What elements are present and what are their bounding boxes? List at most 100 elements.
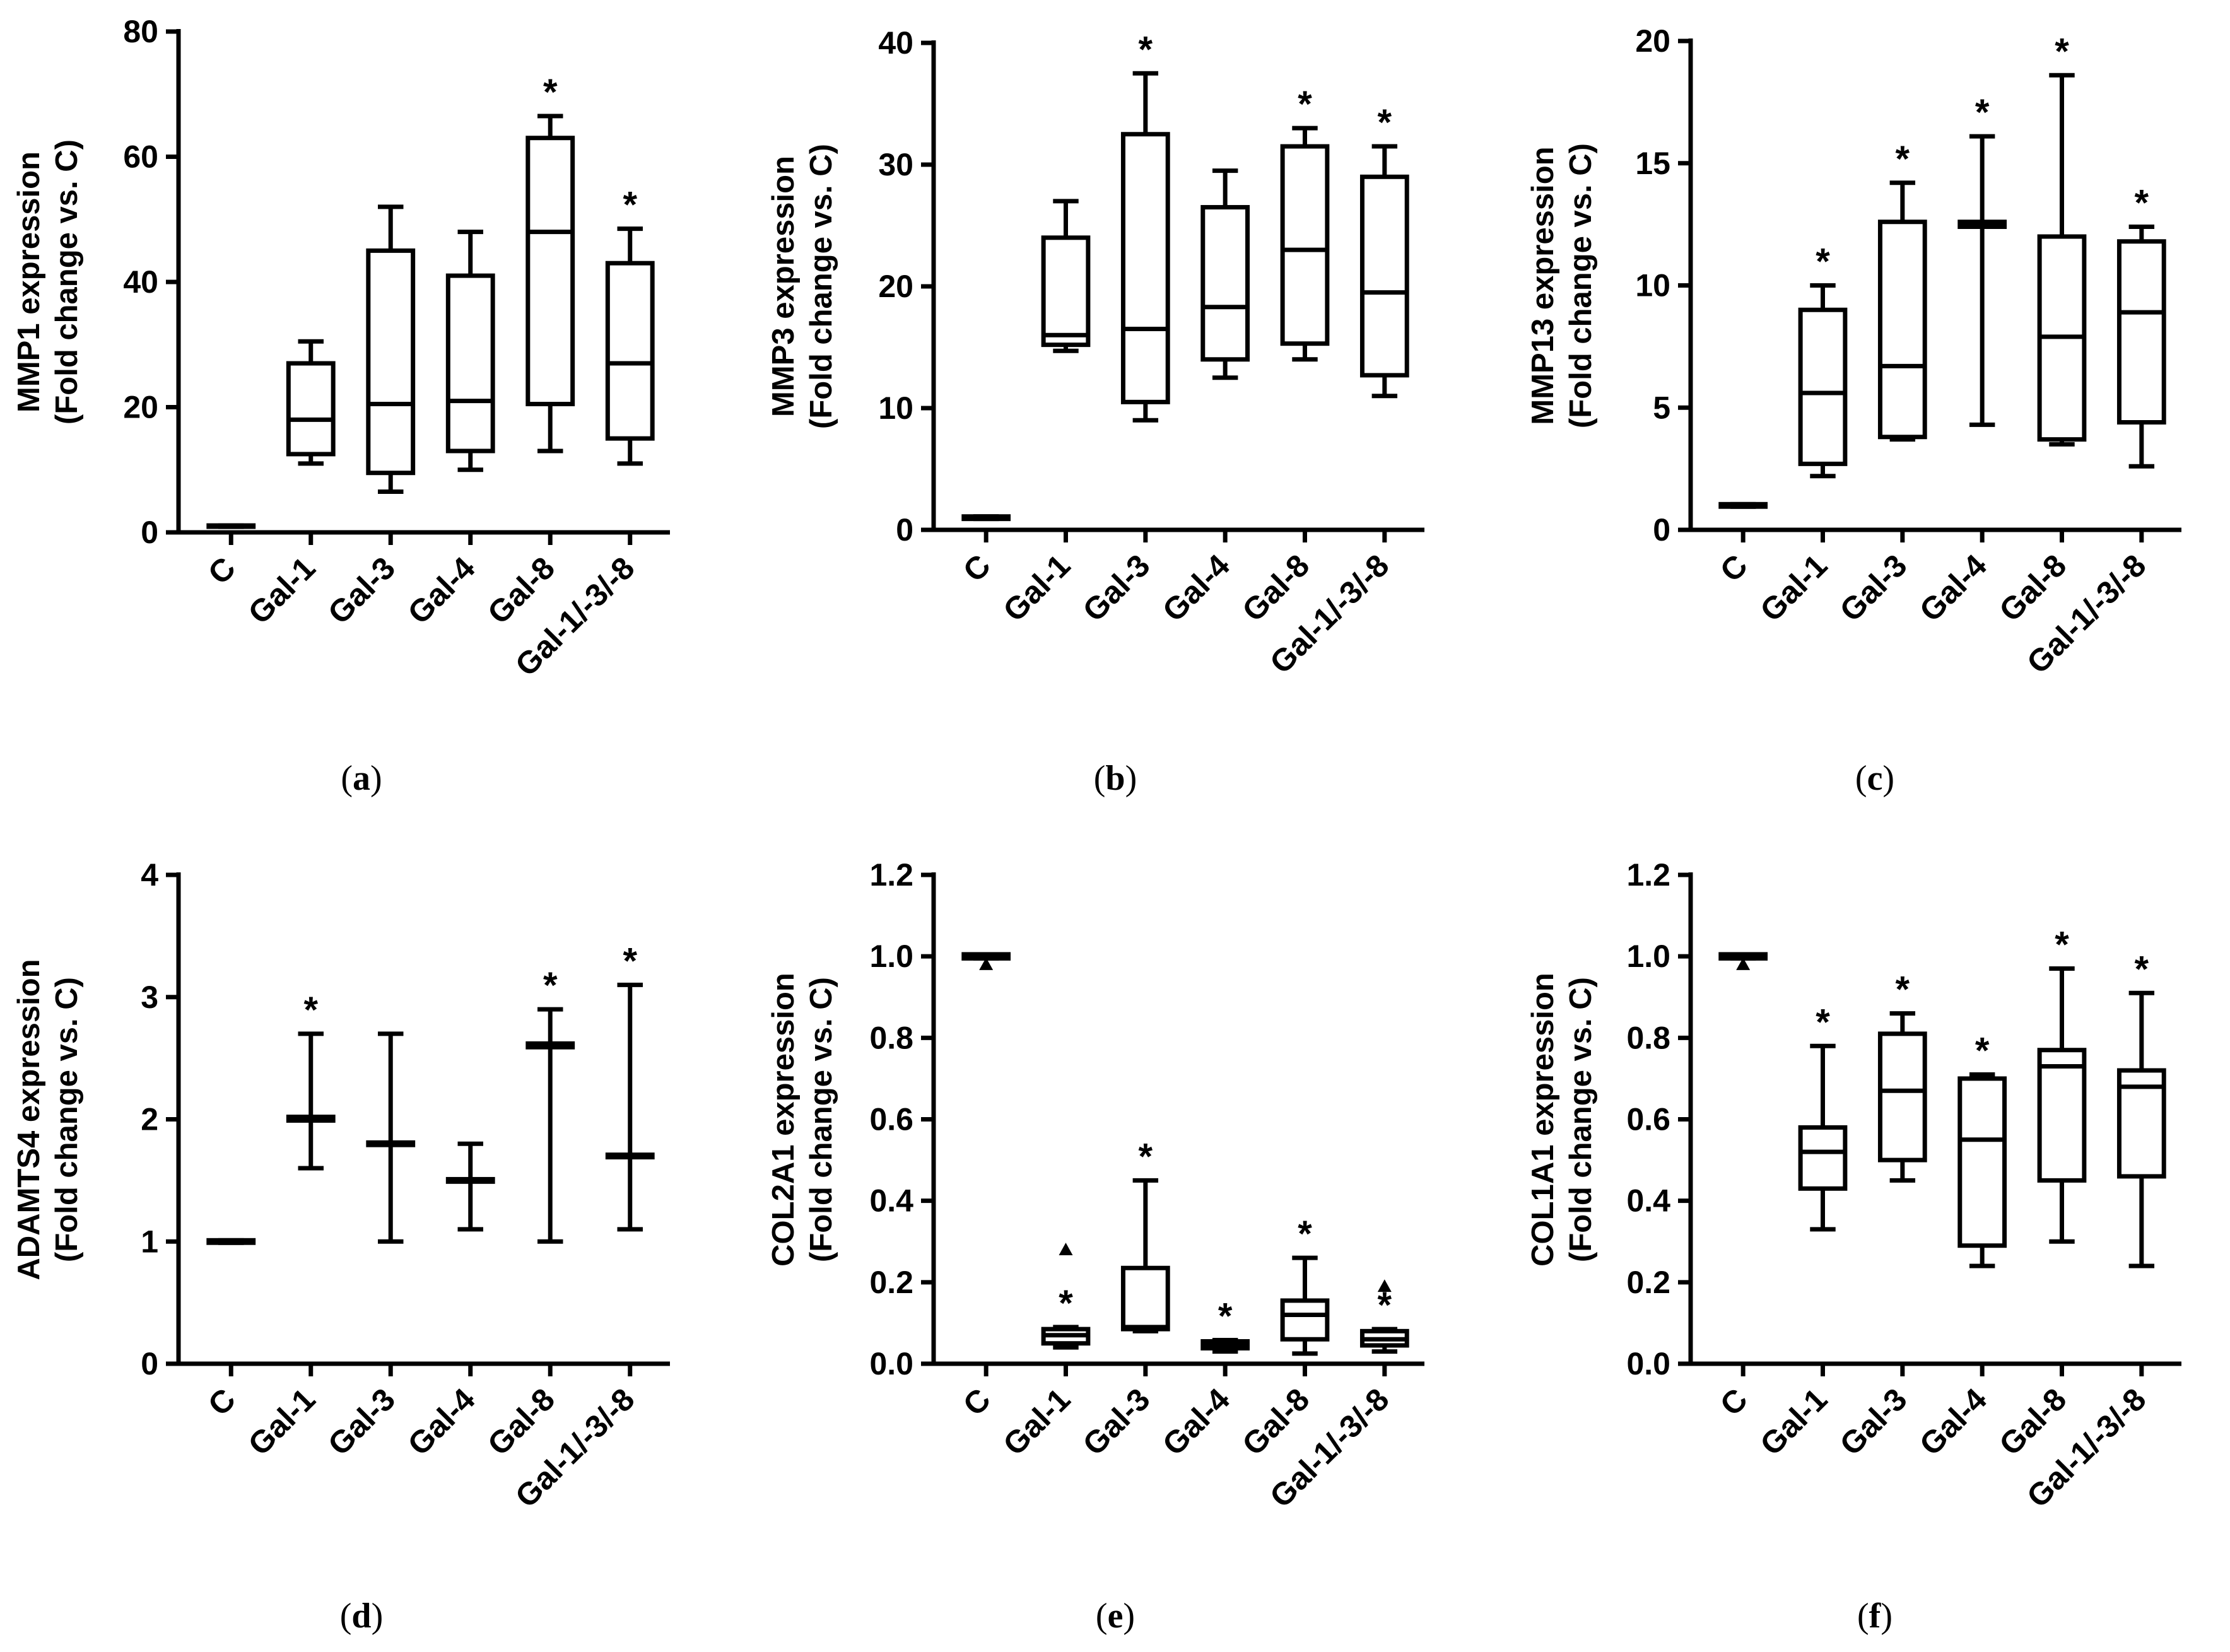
y-tick-label: 40 [878,25,913,61]
box-iqr [1798,1125,1848,1191]
x-tick-label: Gal-4 [1913,548,1993,628]
y-tick-label: 1.0 [1626,939,1670,974]
box-iqr [1120,132,1170,404]
panel-e: COL2A1 expression (Fold change vs. C) 0.… [766,857,1424,1636]
plot-area: 05101520C*Gal-1*Gal-3*Gal-4*Gal-8*Gal-1/… [1635,23,2181,681]
plot-area: 0.0 0.2 0.4 0.6 0.8 1.0 1.2 C * Gal-1 * Gal-3 * Gal-4… [869,857,1424,1514]
panel-letter-text: a [353,759,370,798]
box-iqr [1957,1076,2007,1248]
x-tick-label: Gal-1 [241,1381,322,1462]
panel-label: (f) [1857,1596,1893,1636]
x-tick-label: Gal-4 [1913,1381,1993,1462]
box-iqr [1280,144,1330,346]
box-c: C [201,523,256,591]
significance-star: * [1139,29,1153,70]
panel-label: (a) [341,759,382,798]
panel-label: (c) [1855,759,1894,798]
y-tick-label: 1 [141,1224,158,1259]
y-tick-label: 0.6 [869,1102,913,1137]
y-tick-label: 4 [141,857,158,893]
significance-star: * [2055,925,2069,966]
x-tick-label: C [956,548,997,589]
significance-star: * [1896,139,1910,180]
significance-star: * [1816,242,1830,283]
plot-area: 010203040CGal-1*Gal-3Gal-4*Gal-8*Gal-1/-… [878,25,1424,681]
box-iqr [286,361,336,457]
box-c: C [201,1238,256,1422]
y-tick-label: 1.0 [869,939,913,974]
y-tick-label: 1.2 [869,857,913,893]
panel-b: MMP3 expression (Fold change vs. C) 0 10 2… [766,25,1424,798]
plot-area: 020406080CGal-1Gal-3Gal-4*Gal-8*Gal-1/-3… [123,14,670,683]
y-tick-label: 0.2 [869,1265,913,1300]
y-tick-label: 10 [878,390,913,426]
significance-star: * [623,940,637,981]
box-c: C [1713,501,1768,589]
x-tick-label: Gal-3 [1076,1381,1157,1462]
outlier-marker [1059,1243,1073,1255]
y-tick-label: 0.4 [869,1183,913,1219]
box-c: C [1713,952,1768,1422]
y-tick-label: 0.0 [869,1346,913,1381]
y-tick-label: 0.8 [1626,1020,1670,1055]
y-tick-label: 0 [896,512,913,548]
box-iqr [1041,235,1091,348]
box-c: C [956,952,1011,1422]
x-tick-label: C [201,550,242,591]
x-tick-label: Gal-1 [996,1381,1077,1462]
y-tick-label: 5 [1653,390,1670,425]
plot-area: 0.0 0.2 0.4 0.6 0.8 1.0 1.2 C * Gal-1 * Gal-3 * Gal-4… [1626,857,2181,1514]
box-gal-1: * Gal-1 [241,990,336,1462]
panel-label: (d) [340,1596,383,1636]
significance-star: * [1896,970,1910,1011]
outlier-marker [1736,958,1751,970]
box-iqr [1877,220,1927,440]
box-iqr [1877,1031,1927,1163]
panel-d: ADAMTS4 expression (Fold change vs. C) 0… [12,857,670,1636]
y-axis-label-line1: MMP1 expression [12,151,46,413]
y-tick-label: 0.4 [1626,1183,1670,1219]
y-axis-label-line2: (Fold change vs. C) [804,977,838,1262]
y-tick-label: 20 [1635,23,1670,59]
panel-letter-text: e [1108,1596,1124,1636]
significance-star: * [1378,102,1392,143]
box-c: C [956,514,1011,589]
y-tick-label: 20 [878,269,913,304]
box-iqr [366,248,416,476]
y-tick-label: 0 [1653,512,1670,548]
x-tick-label: Gal-3 [321,550,402,631]
panel-f: COL1A1 expression (Fold change vs. C) 0.… [1526,857,2181,1636]
box-gal-3: Gal-3 [321,1031,416,1462]
box-gal-4: Gal-4 [401,1141,495,1462]
y-tick-label: 0 [141,1346,158,1381]
x-tick-label: C [201,1381,242,1422]
y-tick-label: 0 [141,515,158,550]
box-iqr [1120,1265,1170,1332]
y-tick-label: 80 [123,14,158,49]
box-iqr [445,273,495,454]
box-gal-1: Gal-1 [996,199,1091,628]
y-tick-label: 20 [123,390,158,425]
y-axis-label-line2: (Fold change vs. C) [50,139,84,425]
box-gal-1: * Gal-1 [1753,242,1848,628]
box-iqr [2037,1048,2087,1183]
x-tick-label: Gal-3 [1833,548,1914,628]
y-tick-label: 3 [141,980,158,1015]
box-gal-8: *Gal-8 [1992,31,2087,628]
box-gal-1: * Gal-1 [1753,1002,1848,1462]
x-tick-label: Gal-3 [1076,548,1157,628]
significance-star: * [543,965,558,1006]
significance-star: * [2135,949,2149,990]
outlier-marker [1377,1279,1392,1292]
y-axis-label-line2: (Fold change vs. C) [50,977,84,1262]
x-tick-label: Gal-3 [321,1381,402,1462]
box-iqr [525,136,575,407]
y-tick-label: 0.2 [1626,1265,1670,1300]
y-tick-label: 10 [1635,268,1670,303]
y-axis-label-line2: (Fold change vs. C) [804,144,838,429]
panel-label: (b) [1094,759,1137,798]
panel-letter-text: f [1869,1596,1882,1636]
significance-star: * [1298,1214,1312,1255]
